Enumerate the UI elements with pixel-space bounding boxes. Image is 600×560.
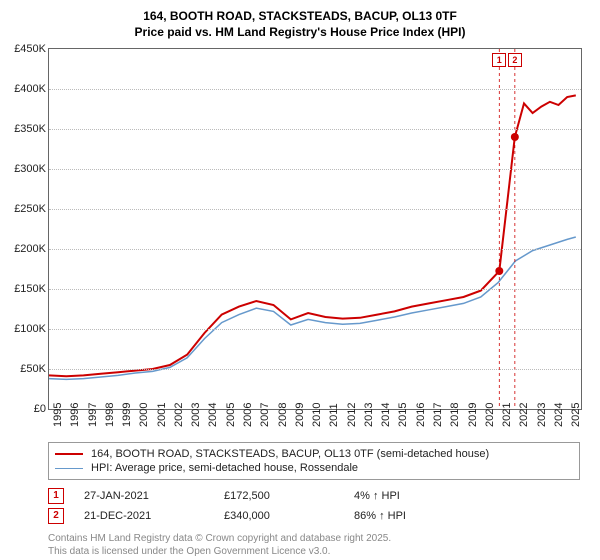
chart-title-block: 164, BOOTH ROAD, STACKSTEADS, BACUP, OL1… [0, 0, 600, 40]
title-line-1: 164, BOOTH ROAD, STACKSTEADS, BACUP, OL1… [0, 8, 600, 24]
legend-label: 164, BOOTH ROAD, STACKSTEADS, BACUP, OL1… [91, 448, 489, 460]
x-axis-label: 2008 [277, 403, 289, 427]
event-change: 86% ↑ HPI [354, 510, 580, 522]
legend-box: 164, BOOTH ROAD, STACKSTEADS, BACUP, OL1… [48, 442, 580, 480]
x-axis-label: 2016 [415, 403, 427, 427]
event-row: 2 21-DEC-2021£340,00086% ↑ HPI [48, 506, 580, 526]
gridline-h [49, 89, 581, 90]
sale-point [495, 267, 503, 275]
y-axis-label: £300K [4, 163, 46, 175]
footer-line-2: This data is licensed under the Open Gov… [48, 546, 391, 559]
y-axis-label: £0 [4, 403, 46, 415]
y-axis-label: £450K [4, 43, 46, 55]
series-property [49, 95, 576, 376]
x-axis-label: 2001 [156, 403, 168, 427]
y-axis-label: £50K [4, 363, 46, 375]
gridline-h [49, 289, 581, 290]
gridline-h [49, 369, 581, 370]
x-axis-label: 2012 [346, 403, 358, 427]
y-axis-label: £100K [4, 323, 46, 335]
event-marker: 2 [48, 508, 64, 524]
x-axis-label: 2024 [553, 403, 565, 427]
x-axis-label: 1997 [87, 403, 99, 427]
event-price: £340,000 [224, 510, 354, 522]
x-axis-label: 2017 [432, 403, 444, 427]
event-date: 27-JAN-2021 [84, 490, 224, 502]
x-axis-label: 2023 [536, 403, 548, 427]
chart-marker-2: 2 [508, 53, 522, 67]
footer-line-1: Contains HM Land Registry data © Crown c… [48, 533, 391, 546]
legend-row: 164, BOOTH ROAD, STACKSTEADS, BACUP, OL1… [55, 447, 573, 461]
footer-attribution: Contains HM Land Registry data © Crown c… [48, 533, 391, 558]
x-axis-label: 1999 [121, 403, 133, 427]
x-axis-label: 2020 [484, 403, 496, 427]
gridline-h [49, 329, 581, 330]
event-price: £172,500 [224, 490, 354, 502]
x-axis-label: 2004 [207, 403, 219, 427]
y-axis-label: £400K [4, 83, 46, 95]
title-line-2: Price paid vs. HM Land Registry's House … [0, 24, 600, 40]
x-axis-label: 2002 [173, 403, 185, 427]
events-table: 1 27-JAN-2021£172,5004% ↑ HPI 2 21-DEC-2021… [48, 486, 580, 526]
x-axis-label: 2009 [294, 403, 306, 427]
x-axis-label: 2013 [363, 403, 375, 427]
y-axis-label: £350K [4, 123, 46, 135]
x-axis-label: 2018 [449, 403, 461, 427]
gridline-h [49, 209, 581, 210]
sale-point [511, 133, 519, 141]
event-change: 4% ↑ HPI [354, 490, 580, 502]
event-row: 1 27-JAN-2021£172,5004% ↑ HPI [48, 486, 580, 506]
x-axis-label: 2022 [518, 403, 530, 427]
chart-plot-area: £0£50K£100K£150K£200K£250K£300K£350K£400… [48, 48, 582, 410]
legend-swatch [55, 468, 83, 469]
legend-row: HPI: Average price, semi-detached house,… [55, 461, 573, 475]
event-marker: 1 [48, 488, 64, 504]
x-axis-label: 2000 [138, 403, 150, 427]
gridline-h [49, 129, 581, 130]
x-axis-label: 2015 [397, 403, 409, 427]
gridline-h [49, 169, 581, 170]
x-axis-label: 2010 [311, 403, 323, 427]
chart-marker-1: 1 [492, 53, 506, 67]
legend-label: HPI: Average price, semi-detached house,… [91, 462, 358, 474]
event-date: 21-DEC-2021 [84, 510, 224, 522]
x-axis-label: 2003 [190, 403, 202, 427]
chart-svg [49, 49, 581, 409]
x-axis-label: 2021 [501, 403, 513, 427]
series-hpi [49, 237, 576, 379]
x-axis-label: 2025 [570, 403, 582, 427]
legend-swatch [55, 453, 83, 455]
y-axis-label: £150K [4, 283, 46, 295]
x-axis-label: 2005 [225, 403, 237, 427]
x-axis-label: 1998 [104, 403, 116, 427]
x-axis-label: 2006 [242, 403, 254, 427]
gridline-h [49, 249, 581, 250]
x-axis-label: 2011 [328, 403, 340, 427]
x-axis-label: 2019 [467, 403, 479, 427]
x-axis-label: 1995 [52, 403, 64, 427]
x-axis-label: 2007 [259, 403, 271, 427]
x-axis-label: 1996 [69, 403, 81, 427]
x-axis-label: 2014 [380, 403, 392, 427]
y-axis-label: £250K [4, 203, 46, 215]
y-axis-label: £200K [4, 243, 46, 255]
